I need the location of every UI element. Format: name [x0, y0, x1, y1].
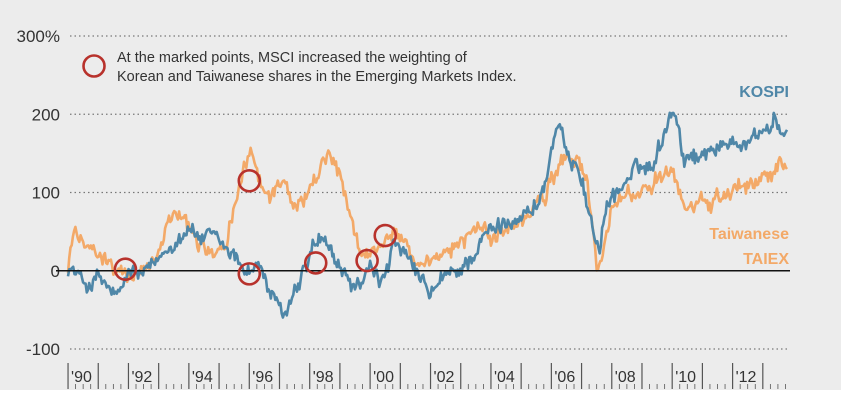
x-tick-label: '08 [615, 369, 636, 386]
msci-marker-circle [237, 168, 262, 193]
legend-marker-circle [82, 54, 106, 78]
msci-marker-circle [303, 251, 328, 275]
x-tick-label: '90 [71, 369, 92, 386]
series-label-kospi: KOSPI [739, 84, 789, 101]
msci-marker-circle [113, 257, 138, 281]
x-tick-label: '98 [313, 369, 334, 386]
y-tick-label: 0 [51, 262, 60, 281]
y-tick-label: 200 [32, 105, 60, 124]
msci-markers [113, 168, 398, 286]
x-tick-label: '96 [252, 369, 273, 386]
legend: At the marked points, MSCI increased the… [82, 50, 517, 85]
x-tick-label: '92 [131, 369, 152, 386]
y-tick-label: 300% [17, 27, 60, 46]
series-line-kospi [66, 111, 789, 319]
series-lines [66, 111, 789, 319]
y-tick-label: 100 [32, 184, 60, 203]
y-tick-label: -100 [26, 340, 60, 359]
x-tick-label: '94 [192, 369, 213, 386]
series-labels: KOSPI Taiwanese TAIEX [709, 84, 789, 268]
x-axis-tick-labels: '90 '92 '94 '96 '98 '00 '02 '04 '06 '08 '10 '12 [67, 363, 786, 389]
msci-marker-circle [373, 223, 398, 248]
legend-text-line: At the marked points, MSCI increased the… [117, 50, 468, 66]
series-label-taiex: TAIEX [743, 251, 789, 268]
x-tick-label: '06 [554, 369, 575, 386]
msci-marker-circle [355, 248, 379, 273]
x-tick-label: '12 [736, 369, 757, 386]
msci-marker-circle [237, 262, 262, 286]
x-tick-label: '00 [373, 369, 394, 386]
y-axis-tick-labels: 300% 200 100 0 -100 [17, 27, 60, 359]
legend-text-line: Korean and Taiwanese shares in the Emerg… [117, 69, 517, 85]
series-label-taiex: Taiwanese [709, 226, 789, 243]
x-tick-label: '04 [494, 369, 515, 386]
x-tick-label: '10 [675, 369, 696, 386]
x-tick-label: '02 [434, 369, 455, 386]
